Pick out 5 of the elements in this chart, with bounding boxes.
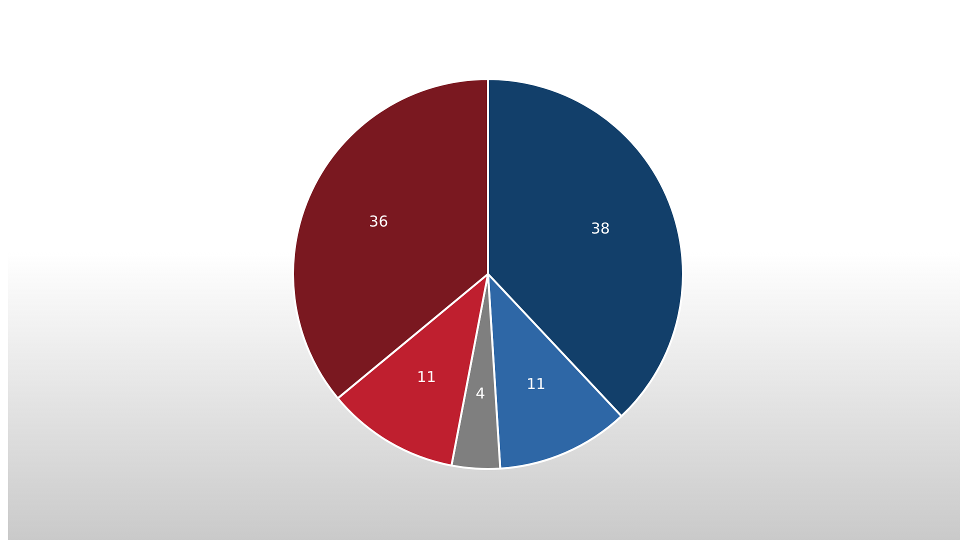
- data-label: 11: [526, 374, 546, 393]
- data-label: 36: [369, 212, 388, 230]
- data-label: 38: [590, 219, 610, 238]
- data-label: 11: [416, 368, 436, 386]
- data-label: 4: [476, 384, 486, 403]
